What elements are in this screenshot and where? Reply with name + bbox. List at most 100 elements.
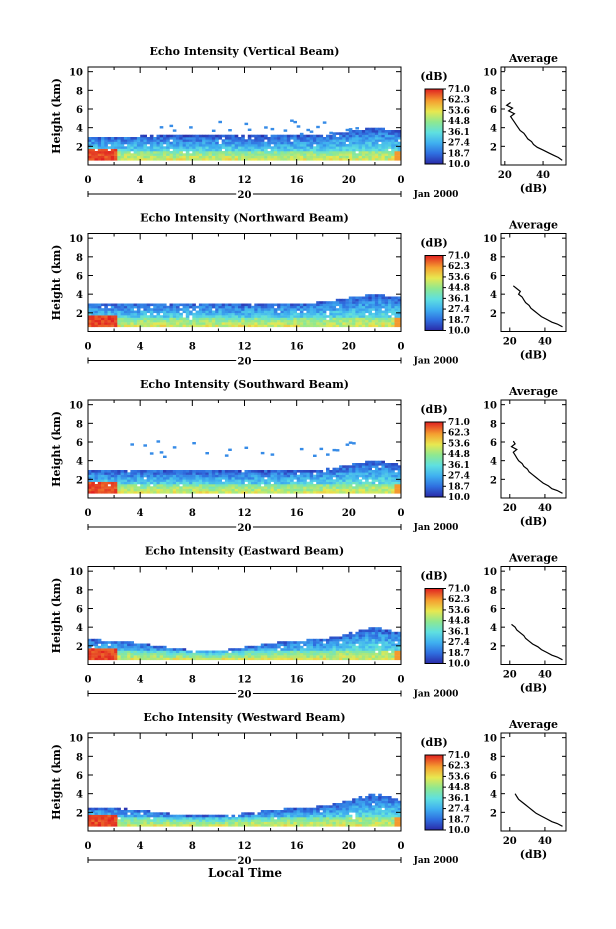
heatmap-cell [309, 810, 314, 813]
heatmap-cell [205, 452, 209, 455]
heatmap-cell [241, 474, 245, 478]
y-tick-label: 4 [76, 124, 83, 135]
heatmap-cell [117, 821, 121, 825]
heatmap-cell [91, 319, 95, 323]
heatmap-cell [329, 146, 333, 149]
heatmap-cell [244, 153, 249, 156]
heatmap-cell [107, 303, 112, 307]
heatmap-cell [378, 130, 382, 133]
heatmap-cell [394, 315, 399, 318]
heatmap-cell [156, 153, 161, 156]
heatmap-cell [110, 652, 115, 656]
heatmap-cell [381, 481, 385, 485]
heatmap-cell [322, 310, 327, 314]
heatmap-cell [384, 629, 389, 633]
heatmap-cell [316, 810, 320, 813]
heatmap-cell [176, 308, 180, 311]
heatmap-cell [326, 479, 330, 482]
heatmap-cell [384, 650, 389, 654]
heatmap-cell [185, 821, 190, 825]
heatmap-cell [299, 470, 304, 473]
heatmap-cell [228, 151, 232, 154]
heatmap-cell [156, 303, 161, 307]
heatmap-cell [156, 484, 161, 487]
heatmap-cell [179, 315, 183, 318]
heatmap-cell [384, 463, 389, 466]
heatmap-cell [94, 141, 99, 145]
heatmap-cell [176, 319, 180, 323]
heatmap-cell [397, 486, 402, 489]
heatmap-cell [224, 481, 229, 485]
heatmap-cell [166, 317, 170, 321]
heatmap-cell [394, 648, 399, 651]
profile-line [511, 623, 563, 661]
heatmap-cell [361, 463, 366, 466]
heatmap-cell [361, 645, 366, 649]
heatmap-cell [303, 315, 307, 318]
heatmap-cell [286, 308, 291, 311]
heatmap-cell [218, 120, 222, 124]
heatmap-cell [176, 650, 180, 654]
x-tick-label: 0 [85, 175, 92, 186]
heatmap-cell [101, 655, 105, 658]
heatmap-cell [332, 814, 337, 818]
heatmap-cell [355, 155, 359, 159]
heatmap-cell [228, 824, 232, 827]
heatmap-cell [231, 310, 236, 314]
heatmap-cell [156, 481, 161, 485]
heatmap-cell [140, 817, 144, 820]
heatmap-cell [202, 315, 206, 318]
heatmap-cell [293, 645, 297, 649]
heatmap-cell [172, 814, 177, 818]
heatmap-cell [397, 484, 402, 487]
heatmap-cell [179, 144, 183, 147]
heatmap-cell [215, 139, 219, 142]
heatmap-cell [169, 819, 174, 822]
heatmap-cell [192, 652, 196, 656]
heatmap-cell [104, 144, 108, 147]
heatmap-cell [319, 312, 324, 316]
heatmap-cell [127, 819, 131, 822]
heatmap-cell [319, 470, 324, 473]
y-tick-label: 10 [69, 68, 83, 79]
heatmap-cell [273, 308, 278, 311]
heatmap-cell [397, 488, 402, 492]
heatmap-cell [394, 319, 399, 323]
heatmap-cell [195, 819, 200, 822]
heatmap-cell [238, 821, 242, 825]
heatmap-cell [384, 148, 389, 152]
heatmap-cell [322, 643, 327, 647]
heatmap-cell [97, 144, 102, 147]
heatmap-cell [211, 151, 216, 154]
heatmap-cell [371, 814, 376, 818]
heatmap-cell [371, 627, 376, 630]
heatmap-cell [394, 819, 399, 822]
heatmap-cell [117, 308, 121, 311]
heatmap-cell [221, 488, 226, 492]
heatmap-cell [149, 481, 154, 485]
heatmap-cell [378, 627, 382, 630]
heatmap-cell [110, 648, 115, 651]
heatmap-cell [394, 800, 399, 804]
heatmap-cell [391, 645, 395, 649]
heatmap-cell [91, 322, 95, 325]
heatmap-cell [316, 479, 320, 482]
heatmap-cell [101, 486, 105, 489]
heatmap-cell [123, 139, 128, 142]
heatmap-cell [299, 139, 304, 142]
heatmap-cell [234, 481, 239, 485]
profile-y-tick-label: 10 [483, 401, 497, 412]
heatmap-cell [218, 137, 222, 140]
heatmap-cell [107, 158, 112, 161]
heatmap-cell [224, 153, 229, 156]
heatmap-cell [238, 479, 242, 482]
heatmap-cell [371, 141, 376, 145]
heatmap-cell [146, 472, 151, 475]
heatmap-cell [192, 479, 196, 482]
heatmap-cell [104, 812, 108, 815]
heatmap-cell [120, 812, 125, 815]
heatmap-cell [97, 814, 102, 818]
heatmap-cell [260, 491, 265, 494]
heatmap-cell [371, 144, 376, 147]
heatmap-cell [348, 486, 353, 489]
